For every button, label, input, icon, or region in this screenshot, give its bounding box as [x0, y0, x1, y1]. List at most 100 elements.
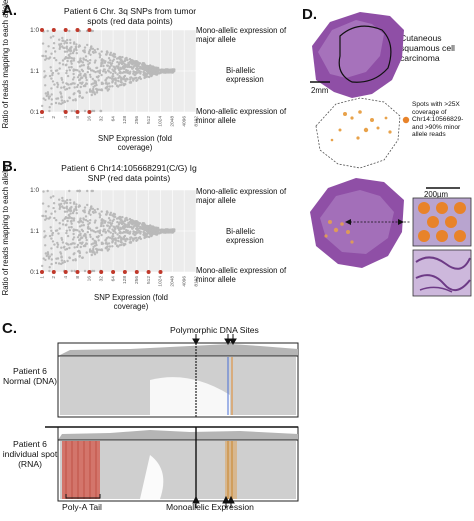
background-point — [70, 62, 73, 65]
x-tick-label: 4096 — [181, 116, 187, 127]
background-point — [107, 242, 111, 245]
background-point — [58, 38, 61, 41]
background-point — [80, 76, 83, 79]
background-point — [79, 81, 82, 85]
background-point — [52, 46, 55, 50]
background-point — [125, 56, 128, 60]
background-point — [49, 196, 53, 199]
background-point — [168, 68, 171, 72]
background-point — [68, 86, 71, 90]
background-point — [129, 236, 133, 239]
background-point — [56, 83, 60, 86]
background-point — [120, 62, 124, 65]
background-point — [124, 65, 127, 68]
background-point — [123, 219, 127, 223]
background-point — [74, 205, 78, 208]
background-point — [70, 66, 73, 69]
background-point — [79, 57, 82, 60]
data-point — [63, 110, 68, 114]
background-point — [120, 243, 123, 247]
background-point — [51, 80, 55, 83]
background-point — [149, 73, 152, 76]
background-point — [83, 84, 87, 87]
background-point — [45, 217, 48, 220]
background-point — [50, 253, 53, 256]
background-point — [72, 253, 75, 256]
background-point — [108, 53, 112, 56]
background-point — [73, 109, 76, 113]
background-point — [88, 233, 92, 236]
background-point — [91, 29, 95, 33]
background-point — [72, 59, 76, 62]
background-point — [106, 69, 110, 72]
background-point — [74, 98, 77, 101]
x-tick-label: 1 — [39, 116, 45, 119]
data-point — [75, 110, 80, 114]
background-point — [85, 91, 88, 94]
background-point — [57, 102, 61, 105]
background-point — [44, 244, 47, 247]
background-point — [100, 50, 103, 53]
background-point — [42, 97, 45, 100]
background-point — [131, 77, 134, 80]
background-point — [65, 41, 69, 45]
background-point — [52, 195, 55, 198]
background-point — [58, 227, 61, 230]
background-point — [47, 45, 50, 48]
background-point — [92, 269, 96, 273]
background-point — [126, 58, 129, 61]
background-point — [72, 217, 76, 220]
background-point — [129, 81, 132, 84]
background-point — [84, 58, 88, 62]
background-point — [46, 91, 50, 94]
background-point — [63, 100, 66, 103]
background-point — [70, 222, 73, 225]
background-point — [92, 89, 95, 93]
background-point — [76, 85, 79, 89]
background-point — [116, 57, 120, 60]
background-point — [144, 67, 148, 70]
background-point — [125, 68, 128, 72]
background-point — [53, 50, 57, 53]
background-point — [70, 56, 73, 60]
background-point — [61, 196, 64, 200]
background-point — [100, 58, 104, 61]
background-point — [44, 98, 47, 102]
background-point — [107, 217, 111, 220]
background-point — [86, 203, 89, 207]
background-point — [76, 76, 80, 79]
background-point — [151, 71, 155, 75]
background-point — [89, 75, 92, 79]
background-point — [115, 79, 118, 82]
background-point — [42, 257, 45, 260]
background-point — [61, 223, 65, 226]
background-point — [107, 88, 111, 91]
background-point — [104, 220, 107, 223]
background-point — [104, 53, 108, 56]
background-point — [102, 64, 105, 68]
background-point — [65, 229, 69, 232]
background-point — [67, 56, 71, 60]
background-point — [119, 72, 122, 75]
background-point — [113, 53, 117, 56]
background-point — [149, 224, 152, 227]
background-point — [55, 219, 58, 222]
background-point — [77, 74, 81, 77]
background-point — [109, 211, 113, 214]
background-point — [41, 54, 44, 58]
background-point — [50, 93, 53, 96]
background-point — [136, 69, 139, 72]
background-point — [78, 230, 81, 233]
background-point — [158, 72, 161, 75]
background-point — [60, 259, 64, 262]
background-point — [58, 67, 61, 70]
background-point — [77, 90, 80, 93]
background-point — [66, 99, 69, 103]
background-point — [91, 207, 95, 210]
background-point — [50, 237, 53, 240]
background-point — [114, 77, 117, 80]
background-point — [130, 62, 133, 65]
background-point — [122, 76, 126, 80]
background-point — [61, 101, 64, 105]
